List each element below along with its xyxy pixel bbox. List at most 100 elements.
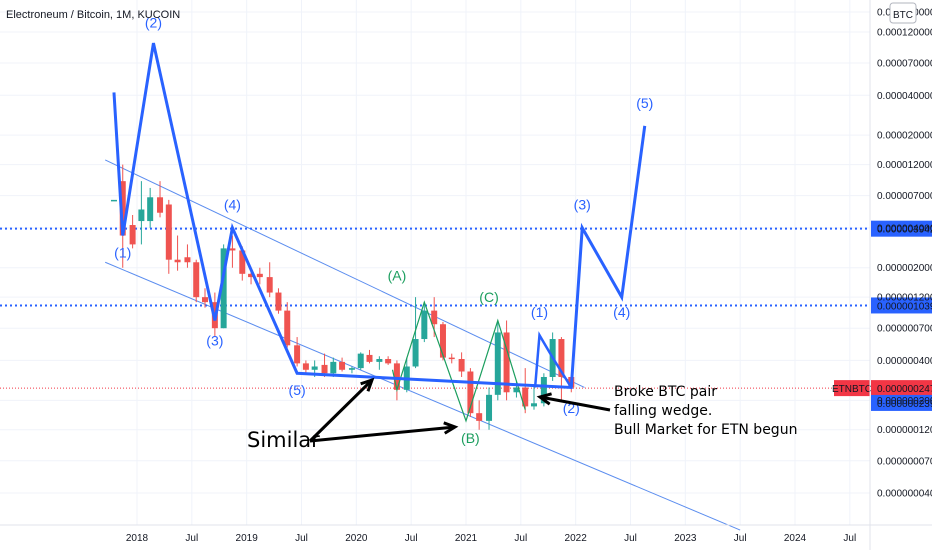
level-price-label: 0.0000039424 bbox=[877, 225, 932, 236]
y-tick-label: 0.0000120000 bbox=[877, 160, 932, 171]
similar-arrow-a bbox=[308, 378, 374, 443]
price-tag-value: 0.0000002473 bbox=[877, 384, 932, 395]
candle-body bbox=[357, 353, 364, 369]
candles bbox=[110, 164, 575, 430]
candle-body bbox=[275, 292, 282, 311]
y-tick-label: 0.0000000400 bbox=[877, 489, 932, 500]
note-line: Bull Market for ETN begun bbox=[614, 422, 797, 438]
x-tick-label: 2020 bbox=[345, 533, 368, 544]
candle-body bbox=[302, 363, 309, 370]
candle-body bbox=[119, 181, 126, 236]
candle-body bbox=[385, 358, 392, 364]
candle-body bbox=[486, 394, 493, 421]
candle-body bbox=[348, 368, 355, 370]
annotations: Similar Broke BTC pair falling wedge. Bull … bbox=[247, 377, 797, 452]
x-tick-label: Jul bbox=[843, 533, 856, 544]
candle-body bbox=[458, 358, 465, 372]
last-price-tag bbox=[871, 394, 932, 411]
wave-label: (5) bbox=[636, 95, 653, 111]
note-line: falling wedge. bbox=[614, 403, 712, 419]
note-arrow-head bbox=[536, 392, 552, 406]
candle-body bbox=[540, 376, 547, 404]
last-price-label: 0.0000002396 bbox=[877, 399, 932, 410]
y-tick-label: 0.0000001200 bbox=[877, 425, 932, 436]
candle-body bbox=[330, 361, 337, 374]
y-tick-label: 0.0000012000 bbox=[877, 293, 932, 304]
x-tick-label: Jul bbox=[734, 533, 747, 544]
x-tick-label: Jul bbox=[624, 533, 637, 544]
y-tick-label: 0.0000000700 bbox=[877, 456, 932, 467]
candle-body bbox=[503, 332, 510, 393]
candle-body bbox=[193, 262, 200, 298]
note-line: Broke BTC pair bbox=[614, 384, 717, 400]
y-tick-label: 0.0000070000 bbox=[877, 191, 932, 202]
x-tick-label: 2018 bbox=[126, 533, 149, 544]
candle-body bbox=[448, 357, 455, 360]
candle-body bbox=[284, 310, 291, 346]
x-tick-label: Jul bbox=[514, 533, 527, 544]
wave-label: (3) bbox=[206, 332, 223, 348]
candle-body bbox=[513, 387, 520, 393]
candle-body bbox=[165, 204, 172, 260]
note-arrow bbox=[539, 395, 611, 412]
y-tick-label: 0.0000200000 bbox=[877, 131, 932, 142]
candle-body bbox=[239, 250, 246, 274]
correction-label: (C) bbox=[479, 289, 498, 305]
y-tick-label: 0.0000002000 bbox=[877, 396, 932, 407]
wave-label: (2) bbox=[145, 14, 162, 30]
candle-body bbox=[147, 197, 154, 222]
similar-arrow-b-head bbox=[443, 421, 459, 435]
candle-body bbox=[421, 310, 428, 340]
candle-body bbox=[376, 358, 383, 362]
x-tick-label: Jul bbox=[185, 533, 198, 544]
level-price-tag bbox=[871, 220, 932, 237]
horizontal-levels: 0.0000039424 0.0000010390 ETNBTC 0.00000024… bbox=[0, 220, 932, 411]
wave-path bbox=[112, 42, 647, 390]
y-tick-label: 0.0000004000 bbox=[877, 356, 932, 367]
candle-body bbox=[530, 403, 537, 407]
candle-body bbox=[558, 339, 565, 377]
x-tick-label: 2024 bbox=[784, 533, 807, 544]
candle-body bbox=[467, 371, 474, 414]
correction-label: (B) bbox=[461, 430, 480, 446]
wave-label: (1) bbox=[114, 244, 131, 260]
candle-body bbox=[110, 199, 117, 202]
candle-body bbox=[366, 354, 373, 362]
candle-body bbox=[431, 310, 438, 325]
y-tick-label: 0.0000040000 bbox=[877, 223, 932, 234]
correction-label: (A) bbox=[388, 268, 407, 284]
elliott-wave: (A)(B)(C)(1)(2)(3)(4)(5)(1)(2)(3)(4)(5) bbox=[112, 14, 653, 446]
candle-body bbox=[339, 361, 346, 370]
candle-body bbox=[476, 413, 483, 421]
currency-badge[interactable] bbox=[889, 2, 917, 24]
y-tick-label: 0.0000400000 bbox=[877, 91, 932, 102]
x-tick-label: 2023 bbox=[674, 533, 697, 544]
x-tick-label: Jul bbox=[405, 533, 418, 544]
level-price-tag bbox=[871, 297, 932, 314]
x-tick-label: 2021 bbox=[455, 533, 478, 544]
y-tick-label: 0.0000020000 bbox=[877, 263, 932, 274]
x-tick-label: 2019 bbox=[236, 533, 259, 544]
candle-body bbox=[522, 387, 529, 407]
chart-title: Electroneum / Bitcoin, 1M, KUCOIN bbox=[6, 9, 180, 21]
wave-label: (4) bbox=[224, 197, 241, 213]
x-tick-label: 2022 bbox=[565, 533, 588, 544]
candle-body bbox=[294, 345, 301, 364]
similar-label: Similar bbox=[247, 428, 320, 452]
x-tick-label: Jul bbox=[295, 533, 308, 544]
currency-badge-label: BTC bbox=[893, 10, 913, 21]
candle-body bbox=[220, 248, 227, 329]
similar-arrow-a-head bbox=[360, 377, 375, 392]
y-tick-label: 0.0000700000 bbox=[877, 59, 932, 70]
wave-label: (5) bbox=[289, 382, 306, 398]
candle-body bbox=[311, 366, 318, 370]
wave-label: (3) bbox=[574, 197, 591, 213]
candle-body bbox=[174, 259, 181, 263]
candle-body bbox=[412, 339, 419, 367]
candle-body bbox=[129, 225, 136, 245]
candle-body bbox=[248, 273, 255, 278]
candle-body bbox=[393, 363, 400, 390]
candle-body bbox=[494, 332, 501, 395]
wave-label: (1) bbox=[531, 304, 548, 320]
